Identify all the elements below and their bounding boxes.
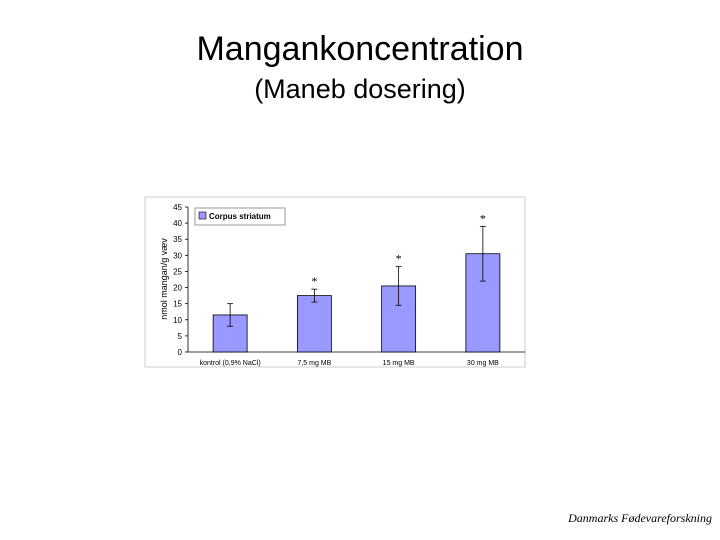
page-subtitle: (Maneb dosering) xyxy=(254,74,466,104)
y-tick-label: 10 xyxy=(173,316,182,325)
y-tick-label: 25 xyxy=(173,267,182,276)
footer-credit: Danmarks Fødevareforskning xyxy=(568,511,712,525)
error-bars xyxy=(227,225,486,327)
y-tick-label: 45 xyxy=(173,203,182,212)
y-tick-label: 0 xyxy=(178,348,183,357)
y-tick-label: 35 xyxy=(173,235,182,244)
y-tick-label: 30 xyxy=(173,251,182,260)
plot-frame xyxy=(144,196,526,368)
significance-markers: * * * xyxy=(311,211,486,288)
legend: Corpus striatum xyxy=(194,207,286,226)
bars xyxy=(212,253,501,353)
x-tick-label: 30 mg MB xyxy=(467,360,499,367)
y-tick-label: 15 xyxy=(173,300,182,309)
y-ticks: 0 5 10 15 20 25 30 35 40 45 xyxy=(173,203,188,357)
significance-star: * xyxy=(311,274,317,288)
legend-label: Corpus striatum xyxy=(209,212,271,221)
legend-swatch xyxy=(198,211,207,220)
x-tick-label: 15 mg MB xyxy=(383,360,415,367)
bar xyxy=(296,295,332,353)
significance-star: * xyxy=(480,211,486,225)
y-tick-label: 40 xyxy=(173,219,182,228)
x-tick-labels: kontrol (0,9% NaCl) 7,5 mg MB 15 mg MB 30 m… xyxy=(200,360,500,367)
y-axis-label: nmol mangan/g væv xyxy=(159,238,169,320)
y-tick-label: 20 xyxy=(173,284,182,293)
x-tick-label: 7,5 mg MB xyxy=(297,360,331,367)
x-tick-label: kontrol (0,9% NaCl) xyxy=(200,360,261,367)
legend-box xyxy=(194,207,286,226)
significance-star: * xyxy=(396,252,402,266)
y-tick-label: 5 xyxy=(178,332,183,341)
page-title: Mangankoncentration xyxy=(196,30,524,68)
